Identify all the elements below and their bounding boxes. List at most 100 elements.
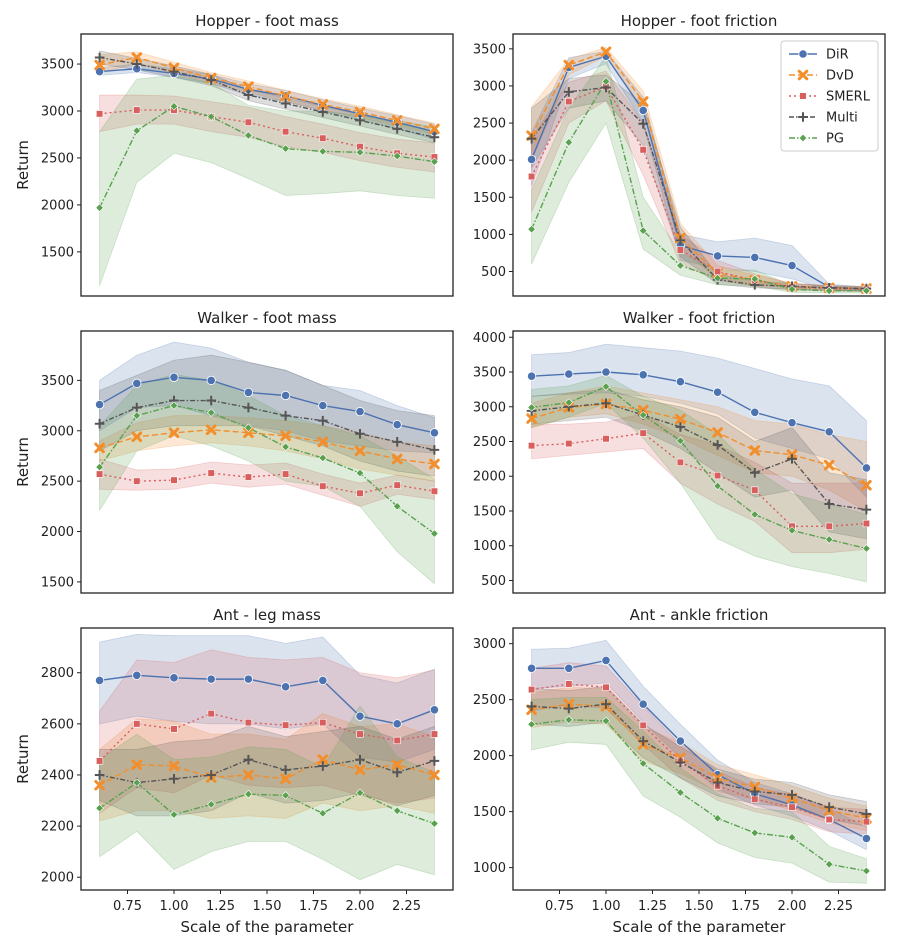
marker-pg-3 xyxy=(638,226,648,235)
marker-multi-2 xyxy=(169,66,179,77)
marker-dir-3 xyxy=(206,674,216,684)
marker-smerl-0 xyxy=(527,442,536,450)
x-tick-label: 1.50 xyxy=(253,899,282,914)
marker-pg-5 xyxy=(713,814,722,823)
marker-pg-7 xyxy=(355,468,365,478)
series-line-smerl xyxy=(530,85,867,291)
band-smerl xyxy=(99,94,435,173)
marker-dvd-7 xyxy=(354,445,366,457)
marker-pg-9 xyxy=(430,529,439,538)
series-line-multi xyxy=(99,758,435,784)
marker-pg-5 xyxy=(281,144,290,153)
marker-dir-7 xyxy=(355,711,365,721)
marker-smerl-7 xyxy=(356,730,364,738)
y-tick-label: 2000 xyxy=(473,470,506,485)
marker-dir-9 xyxy=(429,705,439,715)
marker-pg-0 xyxy=(95,803,104,813)
marker-dir-2 xyxy=(169,372,179,382)
marker-pg-0 xyxy=(527,720,536,729)
markers-multi xyxy=(94,395,440,455)
panel-title: Ant - ankle friction xyxy=(630,606,769,624)
marker-multi-0 xyxy=(94,770,105,780)
marker-smerl-2 xyxy=(170,725,178,733)
x-tick-label: 1.25 xyxy=(638,899,667,914)
marker-smerl-5 xyxy=(281,470,290,478)
marker-dir-0 xyxy=(526,663,537,673)
marker-pg-7 xyxy=(355,148,365,157)
marker-smerl-3 xyxy=(639,429,647,437)
x-tick-label: 1.75 xyxy=(731,899,760,914)
marker-dvd-9 xyxy=(861,479,872,491)
y-tick-label: 2000 xyxy=(41,525,74,540)
marker-pg-8 xyxy=(392,502,402,511)
marker-smerl-7 xyxy=(356,489,364,497)
marker-dvd-8 xyxy=(823,459,835,471)
marker-multi-6 xyxy=(318,107,328,117)
marker-dir-6 xyxy=(750,407,760,417)
legend-label-dir: DiR xyxy=(826,48,849,63)
marker-multi-9 xyxy=(861,809,872,819)
marker-pg-6 xyxy=(750,828,760,838)
y-tick-label: 2000 xyxy=(473,749,506,764)
markers-dir xyxy=(95,372,439,438)
marker-pg-8 xyxy=(824,286,834,296)
marker-multi-8 xyxy=(392,124,402,134)
marker-smerl-6 xyxy=(319,482,327,490)
series-line-dvd xyxy=(530,50,867,290)
band-dir xyxy=(99,633,435,763)
marker-dvd-3 xyxy=(637,96,649,107)
marker-multi-5 xyxy=(280,765,291,775)
y-tick-label: 1500 xyxy=(473,504,506,519)
marker-smerl-8 xyxy=(825,815,833,824)
marker-smerl-2 xyxy=(602,435,610,443)
y-tick-label: 3500 xyxy=(473,42,506,57)
marker-smerl-1 xyxy=(565,97,573,106)
legend-label-dvd: DvD xyxy=(826,69,854,84)
y-tick-label: 3000 xyxy=(41,105,74,120)
marker-multi-4 xyxy=(675,422,686,432)
y-axis-label: Return xyxy=(14,140,32,190)
x-tick-label: 1.00 xyxy=(160,899,189,914)
marker-pg-7 xyxy=(787,285,797,294)
marker-smerl-3 xyxy=(639,146,647,154)
y-tick-label: 2500 xyxy=(41,151,74,166)
marker-multi-legend xyxy=(798,112,808,122)
marker-multi-9 xyxy=(429,445,440,455)
x-tick-label: 2.00 xyxy=(346,899,375,914)
marker-dir-4 xyxy=(675,377,686,387)
markers-pg xyxy=(95,401,439,538)
panel-title: Walker - foot friction xyxy=(623,309,776,327)
marker-pg-7 xyxy=(787,526,797,535)
panel-title: Ant - leg mass xyxy=(213,606,321,624)
axes-frame xyxy=(512,330,886,594)
y-tick-label: 3000 xyxy=(41,424,74,439)
marker-smerl-8 xyxy=(393,481,401,489)
marker-pg-2 xyxy=(169,810,179,819)
marker-smerl-2 xyxy=(602,683,610,691)
marker-multi-0 xyxy=(526,701,537,712)
band-dvd xyxy=(531,686,867,832)
marker-pg-8 xyxy=(824,535,834,544)
y-tick-label: 3000 xyxy=(473,79,506,94)
marker-dir-1 xyxy=(564,663,574,673)
marker-multi-5 xyxy=(280,98,291,109)
marker-multi-2 xyxy=(601,398,611,409)
markers-dvd xyxy=(94,754,440,791)
y-tick-label: 3500 xyxy=(41,58,74,73)
marker-pg-9 xyxy=(862,544,871,553)
marker-dir-0 xyxy=(95,66,105,77)
marker-multi-3 xyxy=(206,770,216,780)
marker-dir-6 xyxy=(318,675,328,686)
markers-pg xyxy=(527,77,871,296)
panel-6: Ant - ankle friction 1000 1500 2000 2500 3000… xyxy=(473,606,886,936)
marker-pg-3 xyxy=(206,112,216,121)
marker-dir-4 xyxy=(243,387,253,398)
series-line-smerl xyxy=(99,472,435,494)
x-tick-label: 2.00 xyxy=(778,899,807,914)
series-line-dir xyxy=(99,376,435,434)
series-line-pg xyxy=(531,719,867,872)
marker-smerl-0 xyxy=(96,470,104,478)
marker-dvd-0 xyxy=(94,59,105,71)
plot-area xyxy=(94,50,440,286)
marker-smerl-9 xyxy=(862,818,870,826)
